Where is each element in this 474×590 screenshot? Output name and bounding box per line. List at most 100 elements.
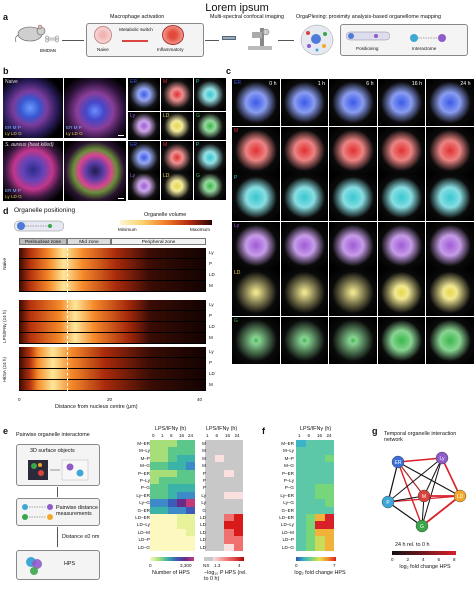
panel-b-label: b	[3, 66, 9, 76]
e-cb1-label: Number of HPS	[152, 570, 190, 576]
network-node-ld	[453, 489, 467, 503]
channel-thumbnail-m: M	[161, 78, 193, 111]
f-cell	[324, 484, 334, 492]
network-node-label: G	[420, 524, 424, 530]
f-cell	[305, 514, 315, 522]
f-cell	[315, 499, 325, 507]
e-cell	[177, 477, 186, 485]
f-cell	[305, 499, 315, 507]
f-row-label: Ly–ER	[280, 492, 294, 498]
e-cell	[150, 469, 159, 477]
e-cell	[177, 440, 186, 448]
e-cell-2	[214, 528, 224, 537]
positioning-box	[340, 24, 468, 56]
channel-thumbnail-er: ER	[128, 78, 160, 111]
e-heat2-title: LPS/IFNγ (h)	[206, 426, 238, 432]
channel-thumbnail-p: P	[194, 141, 226, 174]
saureus-legend-1: ER M P	[5, 187, 21, 193]
network-node-label: Ly	[439, 456, 445, 462]
e-row-label: P–ER	[137, 470, 150, 476]
g-legend-label: log₂ fold change HPS	[399, 564, 451, 570]
heatmap-row	[19, 358, 206, 369]
panel-g-title: Temporal organelle interaction network	[384, 431, 457, 444]
e-cell	[177, 521, 186, 529]
network-edge-ly-m	[423, 457, 443, 497]
e-cell	[168, 506, 177, 514]
e-cell	[159, 462, 168, 470]
f-cell	[305, 440, 315, 448]
heatmap-row	[19, 347, 206, 358]
activation-title: Macrophage activation	[110, 14, 165, 20]
e-cell	[186, 514, 195, 522]
g-colorbar	[392, 551, 456, 555]
e-col-label: 16	[179, 433, 185, 438]
e-cell	[177, 514, 186, 522]
heatmap-row-label: M	[209, 382, 213, 387]
f-cell	[315, 543, 325, 551]
e-cell	[177, 454, 186, 463]
e-col-label: 1	[161, 433, 164, 438]
network-node-label: P	[386, 500, 390, 506]
row-label: ER	[234, 80, 241, 86]
e-row-label: P–G	[140, 485, 150, 491]
f-cell	[305, 506, 315, 514]
e-cell-2	[214, 521, 224, 529]
f-cell	[296, 514, 306, 522]
heatmap-row	[19, 300, 206, 311]
e-cell-2	[224, 528, 234, 537]
e-arrow-1	[57, 487, 58, 497]
e-row-label: LD–ER	[135, 515, 150, 520]
arrow-a2	[205, 40, 219, 41]
e-cell-2	[233, 528, 243, 537]
channel-label: P	[196, 142, 200, 148]
e-cell-2	[224, 440, 234, 448]
f-row-label: P–ER	[281, 470, 294, 476]
f-cb-tick-0: 0	[295, 563, 298, 568]
e-cb2-tick-ns: NS	[203, 563, 210, 568]
e-cell	[186, 484, 195, 492]
scale-bar	[118, 135, 124, 136]
zone-divider	[67, 300, 68, 344]
f-cell	[315, 440, 325, 448]
f-cell	[296, 469, 306, 477]
e-cell-2	[233, 477, 243, 485]
step3-label: Distance ≤0 nm	[62, 534, 100, 540]
network-edge-er-m	[397, 461, 425, 497]
d-xtick-0: 0	[18, 397, 21, 402]
f-cell	[296, 454, 306, 463]
f-cell	[315, 536, 325, 544]
f-cell	[305, 484, 315, 492]
timecourse-ld-0: LD	[232, 269, 280, 316]
e-row-label-2: Ly	[201, 492, 206, 498]
e-cell-2	[224, 499, 234, 507]
microscope-icon	[246, 24, 274, 52]
step4-label: HPS	[64, 561, 76, 567]
f-cell	[305, 528, 315, 537]
e-cell	[168, 447, 177, 455]
e-cell-2	[205, 462, 215, 470]
step2-box	[16, 498, 100, 526]
e-cell	[168, 440, 177, 448]
imaging-title: Multi-spectral confocal imaging	[210, 14, 285, 20]
panel-d-label: d	[3, 206, 9, 216]
volume-legend-title: Organelle volume	[144, 212, 187, 218]
e-row-label: G–ER	[137, 507, 150, 513]
switch-label: Metabolic switch	[119, 27, 153, 32]
e-row-label: M–P	[140, 455, 150, 461]
f-cell	[315, 521, 325, 529]
e-row-label: LD–G	[137, 544, 150, 550]
heatmap-row-label: P	[209, 360, 213, 365]
e-cell-2	[205, 477, 215, 485]
e-row-label: Ly–G	[139, 500, 150, 506]
e-cell-2	[233, 521, 243, 529]
heatmap-row-label: P	[209, 313, 213, 318]
e-cell	[186, 528, 195, 537]
scale-bar	[118, 198, 124, 199]
f-row-label: P–Ly	[283, 478, 294, 483]
e-cell	[186, 462, 195, 470]
group-label: Naive	[2, 258, 7, 270]
e-row-label-2: M	[202, 463, 206, 469]
f-col-label: 16	[317, 433, 323, 438]
network-node-m	[417, 489, 431, 503]
inflammatory-label: Inflammatory	[157, 47, 184, 52]
